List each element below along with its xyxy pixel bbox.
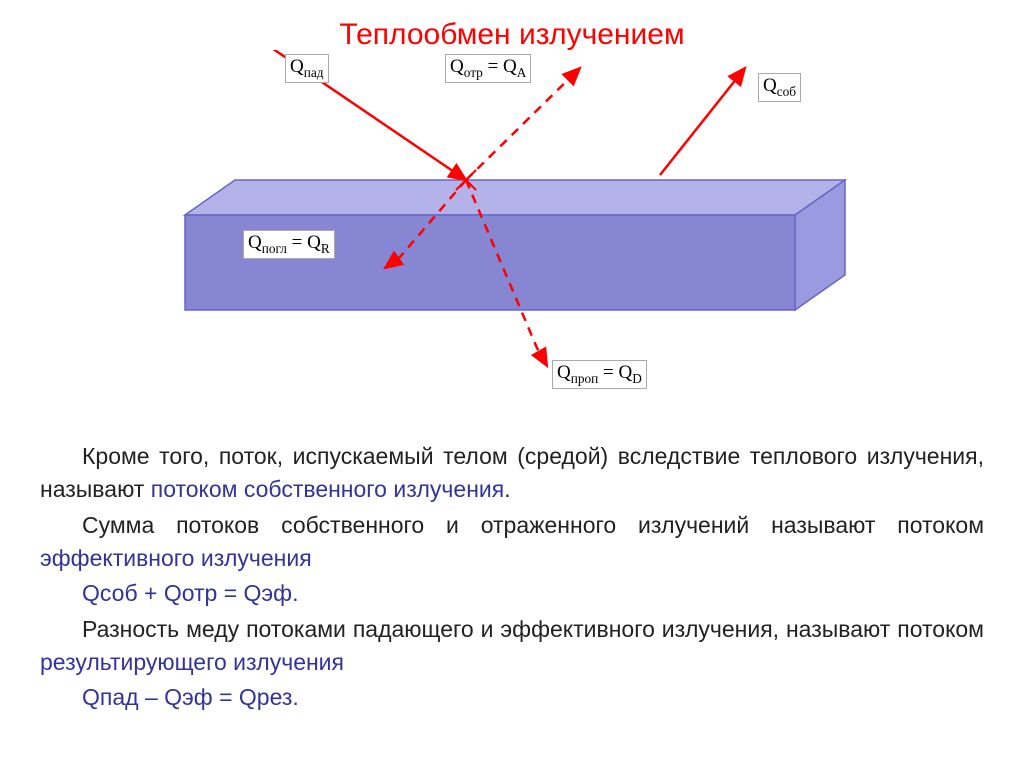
- p2-a: Сумма потоков собственного и отраженного…: [82, 512, 984, 538]
- eq1: Qсоб + Qотр = Qэф.: [82, 580, 298, 606]
- slide-title-text: Теплообмен излучением: [339, 18, 684, 51]
- lbl-qotr: Qотр = QA: [445, 54, 531, 83]
- p2-b: эффективного излучения: [40, 545, 312, 571]
- equation-2: Qпад – Qэф = Qрез.: [40, 681, 984, 714]
- lbl-qpad: Qпад: [285, 54, 329, 83]
- p1-b: потоком собственного излучения: [151, 476, 504, 502]
- p3-a: Разность меду потоками падающего и эффек…: [82, 616, 984, 642]
- para-2: Сумма потоков собственного и отраженного…: [40, 509, 984, 576]
- lbl-qprop: Qпроп = QD: [552, 360, 647, 389]
- eq2: Qпад – Qэф = Qрез.: [82, 684, 299, 710]
- slide-title: Теплообмен излучением: [0, 18, 1024, 52]
- para-3: Разность меду потоками падающего и эффек…: [40, 613, 984, 680]
- lbl-qpogl: Qпогл = QR: [243, 230, 335, 259]
- equation-1: Qсоб + Qотр = Qэф.: [40, 577, 984, 610]
- radiation-diagram: Qпад Qотр = QA Qсоб Qпогл = QR Qпроп = QD: [150, 50, 870, 410]
- p1-c: .: [504, 476, 510, 502]
- lbl-qsob: Qсоб: [758, 73, 801, 102]
- text-block: Кроме того, поток, испускаемый телом (ср…: [40, 440, 984, 717]
- arrow-q-sob: [660, 68, 745, 175]
- p3-b: результирующего излучения: [40, 649, 344, 675]
- arrow-q-otr: [466, 68, 580, 180]
- para-1: Кроме того, поток, испускаемый телом (ср…: [40, 440, 984, 507]
